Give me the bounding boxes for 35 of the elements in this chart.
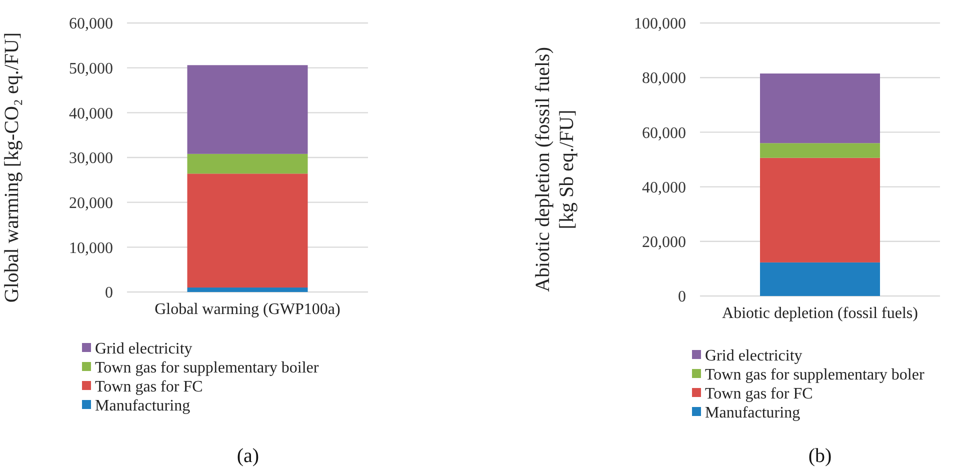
text: (a)	[236, 445, 260, 467]
y-tick-label: 40,000	[69, 105, 113, 122]
y-tick-label: 30,000	[69, 150, 113, 168]
bar	[760, 143, 880, 158]
bar	[187, 288, 308, 292]
x-tick-label: Global warming (GWP100a)	[154, 301, 340, 318]
legend-label: Town gas for FC	[705, 386, 813, 403]
bar	[187, 174, 308, 288]
y-tick-label: 40,000	[642, 179, 686, 196]
y-tick-label: 20,000	[69, 194, 113, 212]
y-tick-label: 0	[105, 284, 113, 302]
text: (b)	[808, 445, 832, 467]
legend-label: Town gas for FC	[95, 378, 203, 396]
bar	[760, 158, 880, 262]
y-tick-label: 100,000	[634, 16, 686, 33]
x-tick-label: Abiotic depletion (fossil fuels)	[722, 305, 918, 322]
legend-label: Town gas for supplementary boler	[705, 366, 925, 384]
bar	[187, 154, 308, 174]
y-axis-title: Global warming [kg-CO₂ eq./FU]	[1, 32, 23, 303]
y-tick-label: 60,000	[642, 124, 686, 142]
legend-label: Grid electricity	[705, 348, 802, 365]
legend-label: Manufacturing	[705, 404, 800, 422]
y-tick-label: 80,000	[642, 70, 686, 88]
legend-label: Grid electricity	[95, 340, 192, 358]
y-tick-label: 60,000	[69, 16, 113, 33]
y-tick-label: 0	[678, 288, 686, 306]
bar	[187, 65, 308, 154]
y-axis-title: Abiotic depletion (fossil fuels) [kg Sb eq./FU]	[532, 47, 578, 292]
y-tick-label: 10,000	[69, 240, 113, 257]
y-tick-label: 50,000	[69, 60, 113, 78]
legend-label: Town gas for supplementary boiler	[95, 360, 320, 377]
y-tick-label: 20,000	[642, 234, 686, 251]
bar	[760, 262, 880, 296]
legend-label: Manufacturing	[95, 398, 190, 415]
bar	[760, 74, 880, 144]
